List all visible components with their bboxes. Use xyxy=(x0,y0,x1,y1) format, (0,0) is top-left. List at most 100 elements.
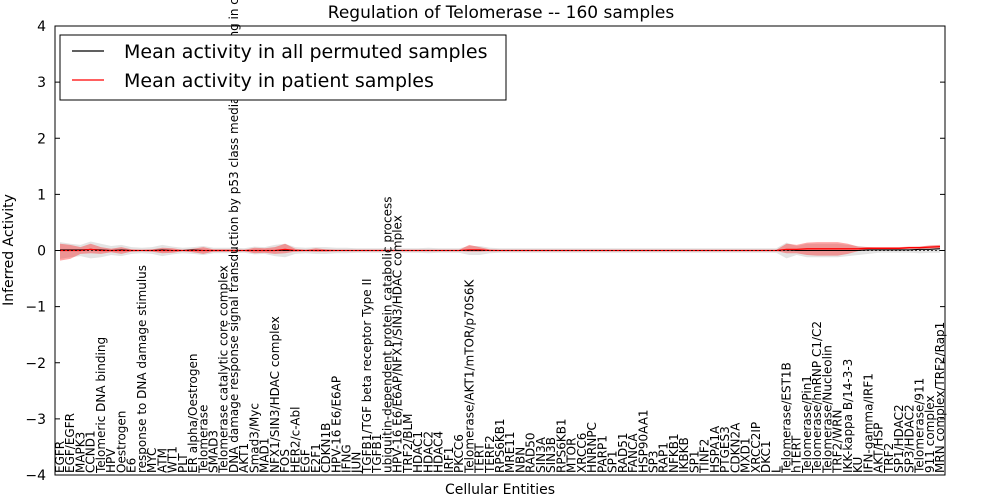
x-tick-label: MXD1 xyxy=(739,438,753,473)
x-tick-label: NFX1/SIN3/HDAC complex xyxy=(268,316,282,473)
x-tick-label: HPV-16 E6/E6AP/NFX1/SIN3/HDAC complex xyxy=(391,215,405,473)
x-tick-label: MYC xyxy=(145,448,159,473)
x-tick-label: SIN3A xyxy=(534,436,548,473)
x-tick-label: SIN3B xyxy=(544,437,558,473)
x-tick-label: AKT/HSP xyxy=(872,423,886,473)
x-tick-label: EGF/EGFR xyxy=(63,413,77,473)
x-tick-label: PLT xyxy=(176,453,190,473)
x-tick-label: TGFB1 xyxy=(370,434,384,474)
x-tick-label: RAD50 xyxy=(524,432,538,473)
chart-title: Regulation of Telomerase -- 160 samples xyxy=(328,3,675,23)
x-tick-label: L xyxy=(769,466,783,473)
x-tick-label: FANCA xyxy=(626,433,640,473)
x-tick-label: MAD1 xyxy=(258,438,272,473)
x-tick-label: ATM xyxy=(155,448,169,473)
x-tick-label: Telomerase/AKT1/mTOR/p70S6K xyxy=(462,278,476,474)
x-tick-label: NFKB1 xyxy=(667,433,681,473)
x-tick-label: Telomerase/EST1B xyxy=(780,362,794,474)
x-tick-label: TRF2/WRN xyxy=(831,410,845,474)
y-tick-label: 2 xyxy=(37,131,46,147)
x-tick-label: SP1/HDAC2 xyxy=(892,404,906,473)
x-tick-label: SP1 xyxy=(687,451,701,474)
x-tick-label: TRF2/BLM xyxy=(401,413,415,474)
y-tick-label: −4 xyxy=(25,468,46,484)
y-axis-label: Inferred Activity xyxy=(1,194,17,306)
x-tick-label: RAD51 xyxy=(616,432,630,473)
x-tick-label: TGFB1/TGF beta receptor Type II xyxy=(360,278,374,474)
x-tick-label: Telomerase xyxy=(196,405,210,474)
x-tick-label: Telomerase/Nucleolin xyxy=(820,345,834,474)
x-tick-label: ubiquitin-dependent protein catabolic pr… xyxy=(380,197,394,473)
x-tick-label: SP3 xyxy=(647,451,661,474)
x-tick-label: Telomerase/Pin1 xyxy=(800,375,814,474)
x-tick-label: DNA damage response signal transduction … xyxy=(227,0,241,473)
legend-frame xyxy=(59,34,507,101)
y-tick-label: −3 xyxy=(25,412,46,428)
x-tick-label: EGF xyxy=(299,449,313,473)
x-tick-label: DKC1 xyxy=(759,441,773,473)
x-tick-label: HER2/c-Abl xyxy=(288,407,302,473)
x-tick-label: PTGES3 xyxy=(718,426,732,473)
x-tick-label: RAP1 xyxy=(657,442,671,473)
x-tick-label: RPS6KB1 xyxy=(493,418,507,473)
x-tick-label: ER alpha/Oestrogen xyxy=(186,354,200,473)
x-tick-label: IKBKB xyxy=(677,437,691,473)
x-tick-label: TERF2 xyxy=(483,435,497,474)
x-tick-label: TINF2 xyxy=(698,439,712,474)
x-tick-label: XRCC6 xyxy=(575,433,589,473)
y-tick-label: 1 xyxy=(37,187,46,203)
x-tick-label: TERT xyxy=(473,443,487,474)
x-tick-label: HPV xyxy=(104,448,118,473)
plot-area-frame xyxy=(54,25,946,476)
x-tick-label: HNRNPC xyxy=(585,422,599,473)
x-tick-label: IFN-gamma/IRF1 xyxy=(861,373,875,473)
x-axis-label: Cellular Entities xyxy=(445,482,555,498)
x-tick-label: AKT1 xyxy=(237,443,251,473)
x-tick-label: MTOR xyxy=(565,438,579,473)
x-tick-label: XRCC2IP xyxy=(749,422,763,473)
x-tick-label: EGFR xyxy=(53,441,67,473)
x-tick-label: Telomeric DNA binding xyxy=(94,337,108,474)
x-tick-label: PARP1 xyxy=(595,435,609,473)
y-tick-label: −2 xyxy=(25,356,46,372)
y-tick-label: 3 xyxy=(37,75,46,91)
x-tick-label: HPV-16 E6/E6AP xyxy=(329,376,343,473)
x-tick-label: SP3/HDAC2 xyxy=(902,404,916,473)
x-tick-label: HSP90AA1 xyxy=(636,409,650,473)
legend: Mean activity in all permuted samples Me… xyxy=(59,34,507,101)
x-tick-label: 911 complex xyxy=(923,395,937,473)
x-tick-label: MAPK3 xyxy=(74,432,88,473)
x-tick-label: SP1 xyxy=(606,451,620,474)
x-tick-label: CCND1 xyxy=(84,430,98,473)
x-tick-label: CDKN1B xyxy=(319,423,333,473)
x-tick-label: HDAC1 xyxy=(411,431,425,473)
x-tick-label: SMAD3 xyxy=(207,430,221,473)
x-tick-label: WT1 xyxy=(166,446,180,473)
x-tick-label: KU xyxy=(851,457,865,473)
x-tick-label: MRN complex/TRF2/Rap1 xyxy=(933,322,947,473)
x-tick-label: CDKN2A xyxy=(728,422,742,473)
x-tick-label: Telomerase/911 xyxy=(913,378,927,474)
x-tick-label: RPS6KB1 xyxy=(554,418,568,473)
x-tick-label: TRF2 xyxy=(882,443,896,474)
y-tick-label: −1 xyxy=(25,300,46,316)
x-tick-label: E2F1 xyxy=(309,443,323,473)
y-tick-label: 4 xyxy=(37,19,46,35)
x-tick-label: FOS xyxy=(278,449,292,473)
x-tick-label: E6 xyxy=(125,458,139,473)
x-tick-label: Smad3/Myc xyxy=(247,403,261,473)
y-tick-label: 0 xyxy=(37,244,46,260)
x-tick-label: Telomerase/hnRNP C1/C2 xyxy=(810,321,824,474)
legend-label-permuted: Mean activity in all permuted samples xyxy=(124,41,487,63)
x-tick-label: hTERT xyxy=(790,435,804,473)
x-tick-label: PKCC6 xyxy=(452,434,466,473)
x-tick-label: MRE11 xyxy=(503,431,517,473)
x-tick-label: Oestrogen xyxy=(114,411,128,473)
x-tick-label: HSPA1A xyxy=(708,425,722,473)
band-series-1 xyxy=(60,242,940,261)
x-tick-label: HDAC4 xyxy=(432,431,446,473)
x-tick-label: HDAC2 xyxy=(421,431,435,473)
x-tick-label: JUN xyxy=(350,452,364,474)
